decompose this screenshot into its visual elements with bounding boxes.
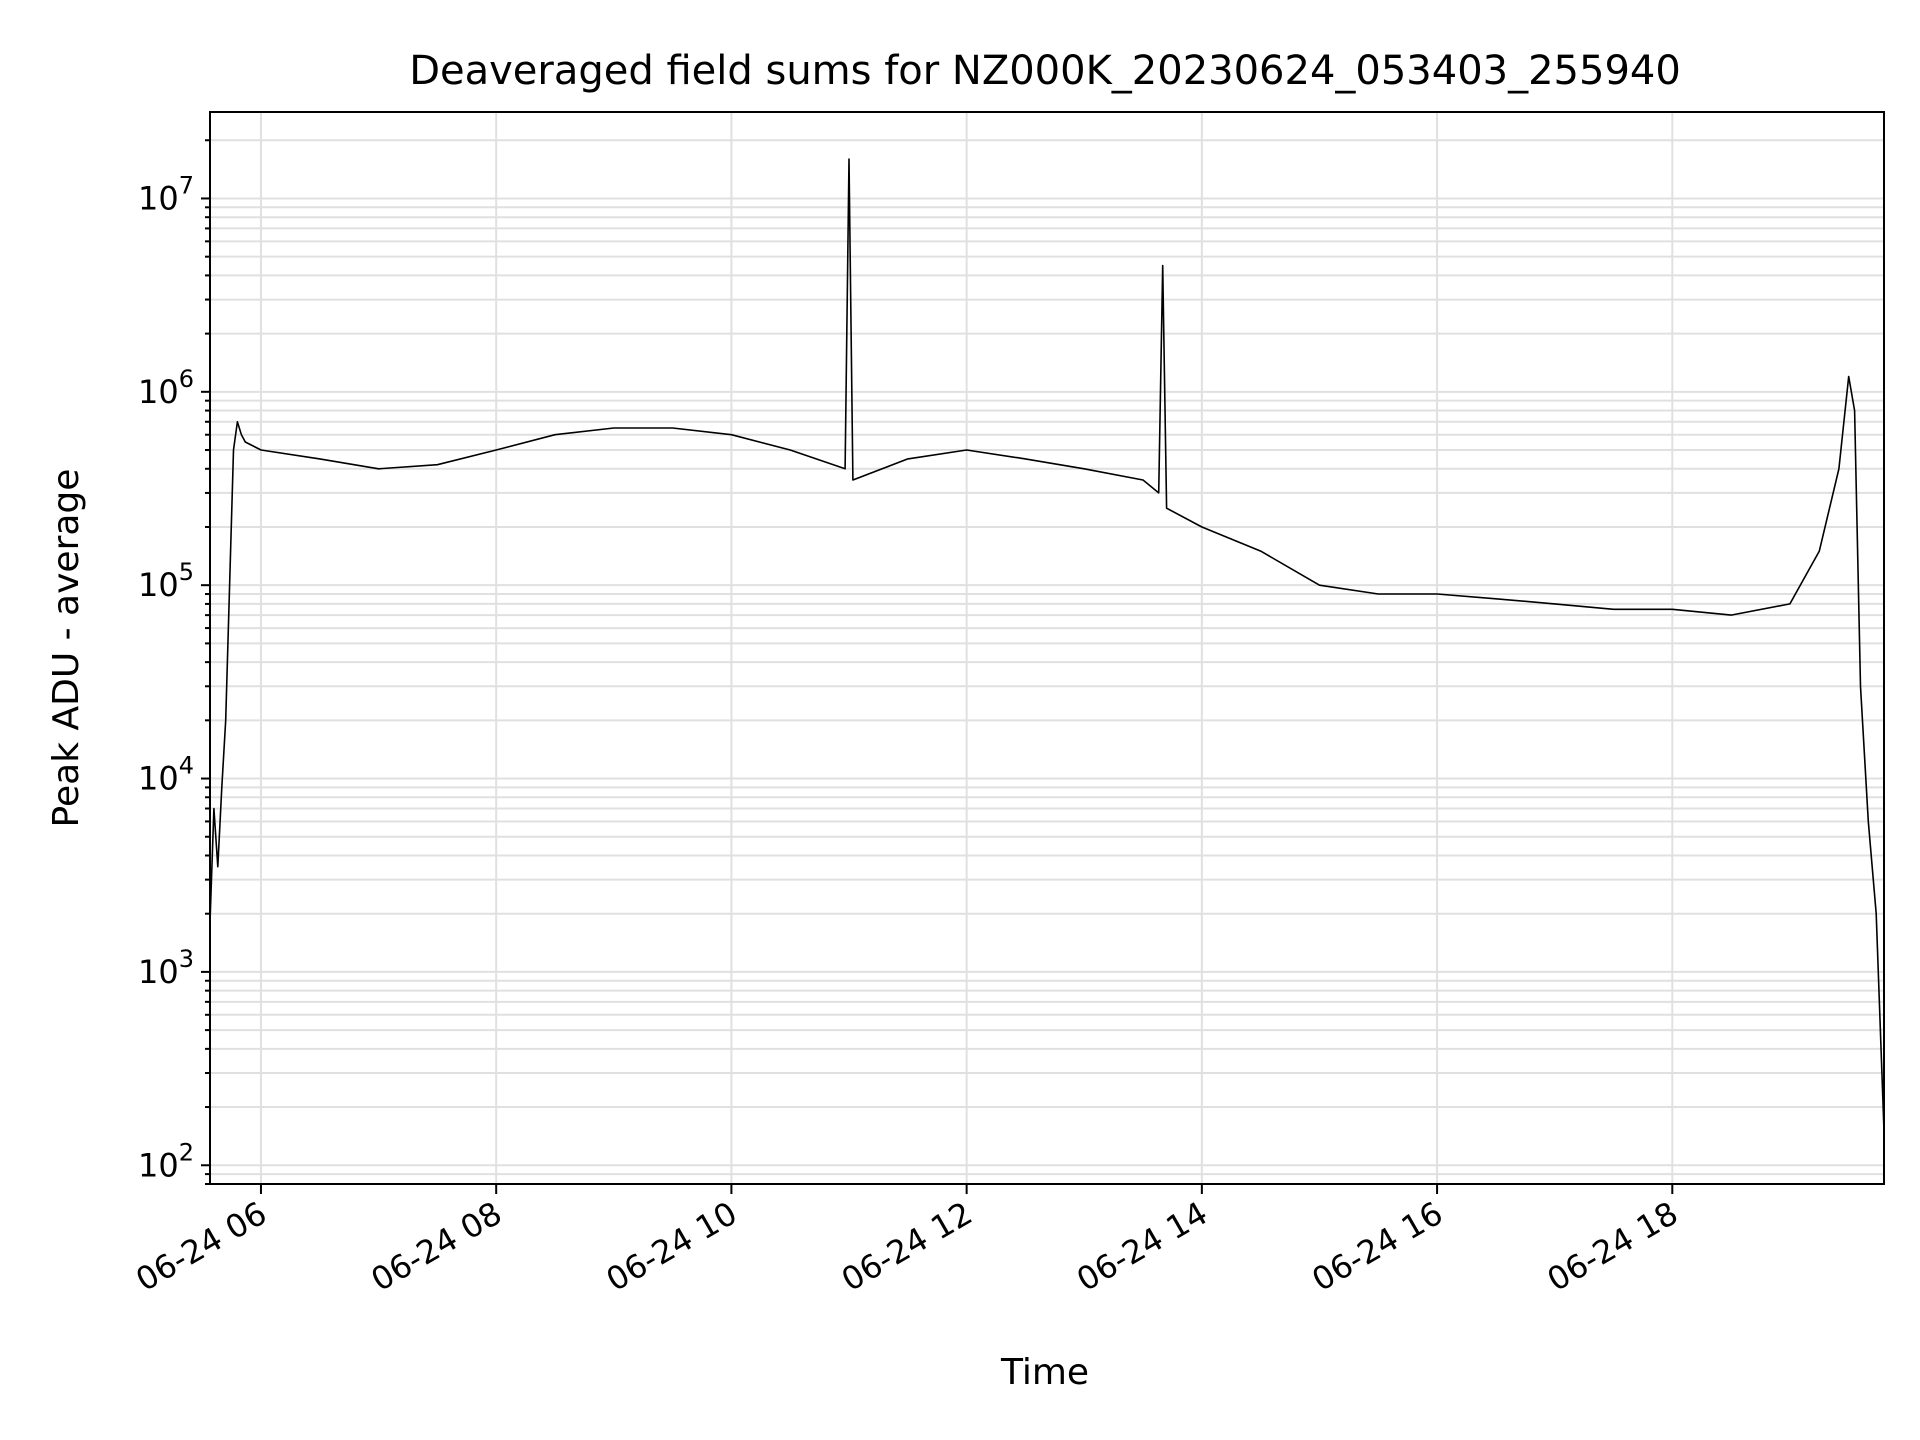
- series-line-0: [209, 158, 1885, 1132]
- y-tick-base: 10: [138, 760, 179, 798]
- y-tick-base: 10: [138, 566, 179, 604]
- y-tick-label: 103: [138, 945, 194, 991]
- y-tick-label: 102: [138, 1138, 194, 1184]
- y-tick-label: 105: [138, 558, 194, 604]
- y-tick-base: 10: [138, 1146, 179, 1184]
- y-tick-label: 106: [138, 365, 194, 411]
- plot-frame: [209, 111, 1885, 1185]
- y-tick-label: 104: [138, 752, 194, 798]
- y-tick-exponent: 7: [179, 171, 194, 199]
- y-tick-exponent: 4: [179, 752, 194, 780]
- chart-title: Deaveraged field sums for NZ000K_2023062…: [409, 48, 1681, 94]
- y-tick-exponent: 3: [179, 945, 194, 973]
- y-tick-exponent: 6: [179, 365, 194, 393]
- y-tick-base: 10: [138, 953, 179, 991]
- y-tick-exponent: 5: [179, 558, 194, 586]
- y-tick-base: 10: [138, 373, 179, 411]
- y-tick-exponent: 2: [179, 1138, 194, 1166]
- x-axis-label: Time: [1000, 1352, 1089, 1393]
- grid: [210, 112, 1884, 1185]
- y-tick-base: 10: [138, 179, 179, 217]
- series-line-group: [209, 158, 1885, 1132]
- y-tick-label: 107: [138, 171, 194, 217]
- y-axis-label: Peak ADU - average: [46, 469, 87, 828]
